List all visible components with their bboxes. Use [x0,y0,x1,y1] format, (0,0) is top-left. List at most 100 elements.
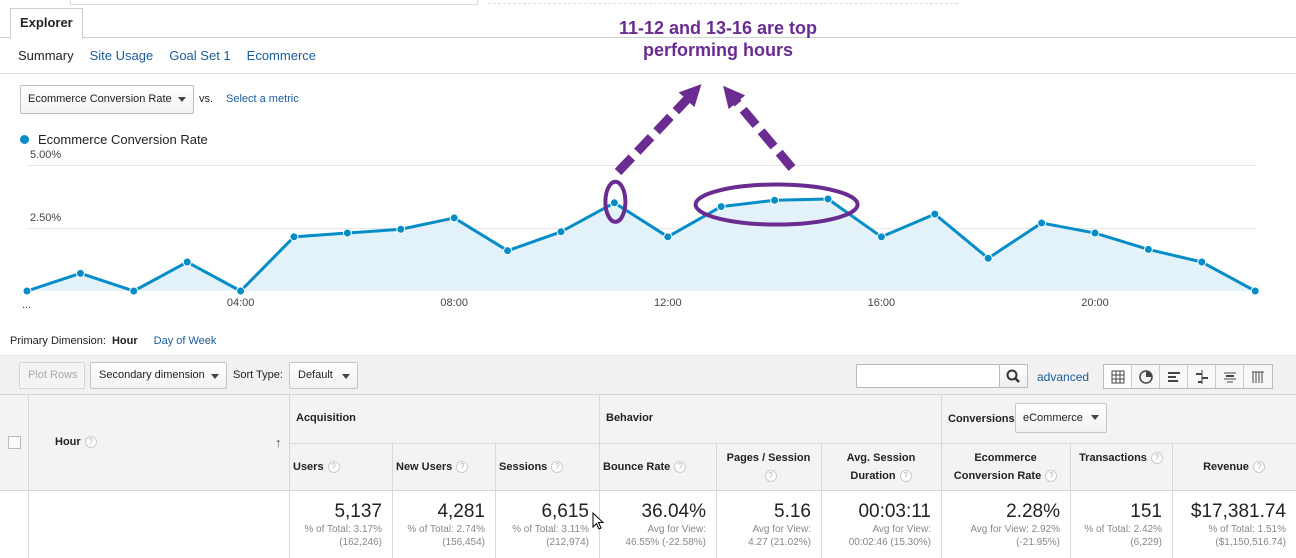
column-header-transactions[interactable]: Transactions? [1074,449,1168,467]
total-comparison: (162,246) [339,537,382,548]
column-header-ecommerce-conversion-rate[interactable]: Ecommerce Conversion Rate? [945,449,1066,485]
data-point [75,268,85,278]
plot-rows-button[interactable]: Plot Rows [19,362,85,389]
total-comparison: Avg for View: [752,524,811,535]
view-switcher [1103,364,1273,389]
data-point [1037,218,1047,228]
divider [392,443,393,491]
conversions-select-value: eCommerce [1023,412,1083,424]
secondary-dimension-select[interactable]: Secondary dimension [90,362,227,389]
column-header-label: Ecommerce Conversion Rate [953,452,1042,482]
help-icon[interactable]: ? [551,461,564,474]
column-header-new-users[interactable]: New Users? [396,458,491,476]
data-point [449,213,459,223]
sort-type-label: Sort Type: [233,369,283,381]
column-header-avg-session-duration[interactable]: Avg. Session Duration? [825,449,937,485]
sort-ascending-icon[interactable]: ↑ [275,435,282,450]
conversions-select[interactable]: eCommerce [1015,403,1107,433]
dimension-hour[interactable]: Hour [111,335,138,347]
search-button[interactable] [999,364,1028,388]
subtab-bar: Summary Site Usage Goal Set 1 Ecommerce [18,48,316,63]
help-icon[interactable]: ? [327,461,340,474]
tab-explorer[interactable]: Explorer [10,8,83,39]
total-value: 6,615 [541,501,589,522]
metric-select[interactable]: Ecommerce Conversion Rate [20,85,194,114]
annotation-line-1: 11-12 and 13-16 are top [618,18,818,38]
bar-view-button[interactable] [1160,365,1188,388]
help-icon[interactable]: ? [1252,461,1265,474]
total-comparison: Avg for View: [872,524,931,535]
data-point [983,253,993,263]
table-search-input[interactable] [856,364,1000,388]
x-tick-label: 04:00 [227,297,255,309]
column-header-bounce-rate[interactable]: Bounce Rate? [603,458,712,476]
total-value: 151 [1130,501,1162,522]
divider [821,443,822,491]
data-point [930,209,940,219]
subtab-summary[interactable]: Summary [18,48,74,63]
column-header-sessions[interactable]: Sessions? [499,458,595,476]
help-icon[interactable]: ? [764,470,777,483]
help-icon[interactable]: ? [1150,452,1163,465]
select-metric-link[interactable]: Select a metric [226,93,299,105]
total-ecommerce-conversion-rate: 2.28% Avg for View: 2.92% (-21.95%) [941,491,1060,549]
total-comparison: 00:02:46 (15.30%) [848,537,931,548]
dimension-day-of-week[interactable]: Day of Week [153,335,217,347]
total-value: 36.04% [641,501,706,522]
data-point [1250,286,1260,296]
term-cloud-view-button[interactable] [1216,365,1244,388]
metric-select-value: Ecommerce Conversion Rate [28,93,172,105]
pivot-view-button[interactable] [1244,365,1272,388]
series-line [26,197,1256,293]
data-point [823,194,833,204]
divider [1172,443,1173,491]
y-tick-label: 2.50% [30,212,61,224]
total-value: 00:03:11 [858,501,931,522]
select-all-checkbox[interactable] [8,436,21,449]
column-header-hour[interactable]: Hour? [55,433,97,451]
help-icon[interactable]: ? [899,470,912,483]
secondary-dimension-label: Secondary dimension [99,369,205,381]
total-comparison: Avg for View: 2.92% [970,524,1060,535]
column-header-revenue[interactable]: Revenue? [1176,458,1292,476]
table-view-button[interactable] [1104,365,1132,388]
line-chart: 5.00% 2.50%... 04:00 08:00 12:00 16:00 20:00 [22,84,1260,311]
help-icon[interactable]: ? [456,461,469,474]
column-header-label: Bounce Rate [603,461,671,473]
data-point [876,232,886,242]
comparison-view-button[interactable] [1188,365,1216,388]
total-value: 5.16 [774,501,811,522]
chart-legend: Ecommerce Conversion Rate [20,132,208,147]
total-comparison: % of Total: 2.74% [407,524,485,535]
y-tick-label: 5.00% [30,149,61,161]
chevron-down-icon [178,97,186,102]
total-comparison: ($1,150,516.74) [1215,537,1286,548]
data-point [182,257,192,267]
total-comparison: (6,229) [1130,537,1162,548]
divider [0,73,1296,74]
total-comparison: 46.55% (-22.58%) [625,537,706,548]
help-icon[interactable]: ? [674,461,687,474]
annotation-callout: 11-12 and 13-16 are top performing hours [560,17,876,61]
help-icon[interactable]: ? [84,436,97,449]
total-value: $17,381.74 [1190,501,1286,522]
subtab-goal-set-1[interactable]: Goal Set 1 [169,48,231,63]
help-icon[interactable]: ? [1045,470,1058,483]
sort-type-select[interactable]: Default [289,362,358,389]
column-header-pages-per-session[interactable]: Pages / Session? [720,449,817,485]
divider [392,491,393,558]
subtab-site-usage[interactable]: Site Usage [89,48,154,63]
data-point [22,286,32,296]
annotation-line-2: performing hours [642,40,793,60]
divider [289,443,1296,444]
column-header-users[interactable]: Users? [293,458,388,476]
subtab-ecommerce[interactable]: Ecommerce [246,48,317,63]
divider [941,491,942,558]
pie-view-button[interactable] [1132,365,1160,388]
area-fill [27,199,1256,291]
primary-dimension-bar: Primary Dimension: Hour Day of Week [10,335,216,347]
advanced-filter-link[interactable]: advanced [1037,370,1090,384]
total-avg-session-duration: 00:03:11 Avg for View: 00:02:46 (15.30%) [821,491,931,549]
data-point [289,232,299,242]
chevron-down-icon [1091,415,1099,420]
